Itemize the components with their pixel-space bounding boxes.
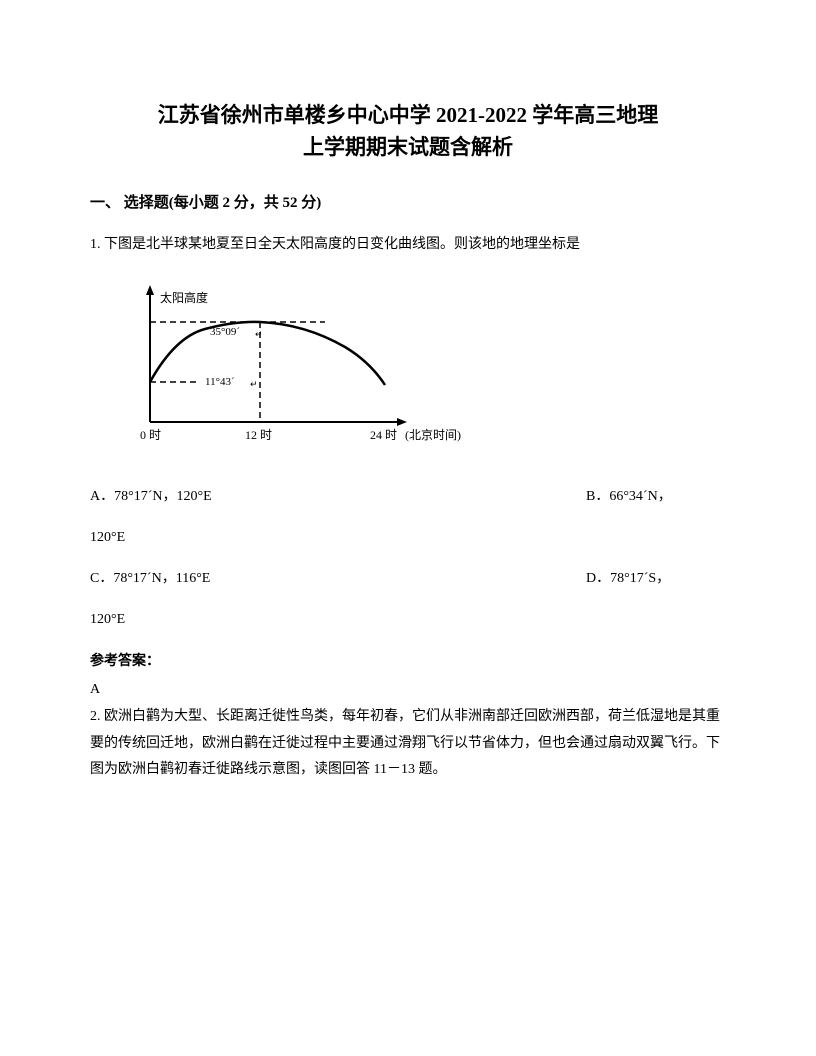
option-c: C．78°17´N，116°E (90, 564, 586, 595)
options-row-2: C．78°17´N，116°E D．78°17´S， (90, 564, 726, 595)
solar-altitude-chart: 太阳高度 35°09´ 11°43´ ↵ ↵ 0 时 12 时 24 时 (北京… (105, 277, 465, 457)
svg-text:12 时: 12 时 (245, 428, 272, 442)
question-1-text: 1. 下图是北半球某地夏至日全天太阳高度的日变化曲线图。则该地的地理坐标是 (90, 232, 726, 257)
title-line-1: 江苏省徐州市单楼乡中心中学 2021-2022 学年高三地理 (90, 100, 726, 132)
svg-text:太阳高度: 太阳高度 (160, 290, 208, 305)
option-a: A．78°17´N，120°E (90, 482, 586, 513)
question-2-text: 2. 欧洲白鹳为大型、长距离迁徙性鸟类，每年初春，它们从非洲南部迁回欧洲西部，荷… (90, 704, 726, 784)
options-row-1: A．78°17´N，120°E B．66°34´N， (90, 482, 726, 513)
option-d-continuation: 120°E (90, 605, 726, 636)
svg-text:35°09´: 35°09´ (210, 326, 240, 338)
section-header: 一、 选择题(每小题 2 分，共 52 分) (90, 191, 726, 212)
svg-text:11°43´: 11°43´ (205, 376, 235, 388)
svg-text:(北京时间): (北京时间) (405, 428, 461, 442)
svg-text:24 时: 24 时 (370, 428, 397, 442)
svg-text:↵: ↵ (250, 379, 258, 389)
svg-text:0 时: 0 时 (140, 428, 161, 442)
answer-label: 参考答案： (90, 650, 726, 670)
answer-value: A (90, 680, 726, 700)
svg-text:↵: ↵ (255, 329, 263, 339)
option-b: B．66°34´N， (586, 482, 726, 513)
option-d: D．78°17´S， (586, 564, 726, 595)
option-b-continuation: 120°E (90, 523, 726, 554)
title-line-2: 上学期期末试题含解析 (90, 132, 726, 164)
document-title: 江苏省徐州市单楼乡中心中学 2021-2022 学年高三地理 上学期期末试题含解… (90, 100, 726, 163)
